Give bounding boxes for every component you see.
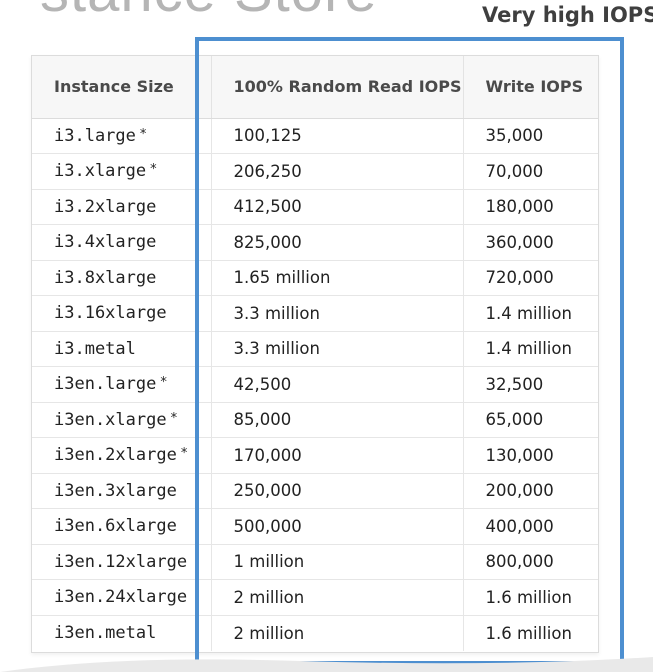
cell-write-iops: 1.6 million	[485, 623, 572, 643]
instance-name: i3en.2xlarge	[54, 445, 177, 466]
decorative-swoosh	[0, 657, 653, 672]
cell-instance-size: i3.xlarge *	[32, 153, 212, 190]
instance-name: i3.8xlarge	[54, 267, 157, 288]
footnote-star: *	[160, 375, 167, 391]
instance-name: i3.large	[54, 125, 136, 146]
cell-instance-size: i3en.12xlarge	[32, 544, 212, 580]
instance-name: i3en.metal	[54, 623, 157, 643]
cell-instance-size: i3.metal	[32, 331, 212, 367]
cell-random-read-iops: 2 million	[211, 579, 464, 616]
instance-name: i3.xlarge	[54, 161, 147, 182]
cell-instance-size: i3.8xlarge	[32, 260, 212, 296]
cell-random-read-iops: 500,000	[211, 508, 464, 545]
cell-write-iops: 180,000	[463, 189, 598, 225]
table-row: i3.16xlarge 3.3 million 1.4 million	[32, 295, 598, 332]
table-row: i3en.6xlarge 500,000 400,000	[32, 508, 598, 545]
table-row: i3.xlarge * 206,250 70,000	[32, 153, 598, 190]
cell-write-iops: 720,000	[463, 260, 598, 296]
cell-write-iops: 130,000	[463, 437, 598, 474]
cell-instance-size: i3en.xlarge *	[32, 402, 212, 438]
iops-table: Instance Size 100% Random Read IOPS Writ…	[32, 56, 598, 651]
instance-name: i3en.large	[54, 374, 157, 395]
cell-write-iops: 70,000	[463, 153, 598, 190]
table-row: i3.metal 3.3 million 1.4 million	[32, 331, 598, 367]
instance-name: i3en.24xlarge	[54, 587, 188, 608]
table-row: i3en.24xlarge 2 million 1.6 million	[32, 579, 598, 616]
cell-instance-size: i3en.metal	[32, 615, 212, 651]
instance-name: i3en.6xlarge	[54, 516, 177, 537]
table-row: i3.8xlarge 1.65 million 720,000	[32, 260, 598, 296]
header-write-iops: Write IOPS	[463, 56, 598, 119]
footnote-star: *	[170, 410, 178, 426]
slide-title: stance Store	[40, 0, 378, 25]
cell-write-iops: 400,000	[463, 508, 598, 545]
table-row: i3en.metal 2 million 1.6 million	[32, 615, 598, 651]
cell-random-read-iops: 1.65 million	[211, 260, 464, 296]
cell-random-read-iops: 825,000	[211, 224, 464, 261]
table-body: i3.large * 100,125 35,000 i3.xlarge * 206,250 7…	[32, 118, 598, 651]
cell-instance-size: i3en.large *	[32, 366, 212, 403]
cell-write-iops: 32,500	[463, 366, 598, 403]
cell-write-iops: 1.4 million	[463, 295, 598, 332]
highlight-box	[195, 37, 624, 665]
cell-instance-size: i3en.2xlarge *	[32, 437, 212, 474]
cell-random-read-iops: 1 million	[211, 544, 464, 580]
table-row: i3en.3xlarge 250,000 200,000	[32, 473, 598, 509]
table-row: i3en.2xlarge * 170,000 130,000	[32, 437, 598, 474]
instance-name: i3.2xlarge	[54, 196, 157, 217]
cell-write-iops: 200,000	[463, 473, 598, 509]
table-row: i3.large * 100,125 35,000	[32, 118, 598, 154]
table-row: i3en.xlarge * 85,000 65,000	[32, 402, 598, 438]
cell-random-read-iops: 206,250	[211, 153, 464, 190]
footnote-star: *	[139, 126, 147, 142]
header-instance-size: Instance Size	[32, 56, 212, 119]
footnote-star: *	[150, 162, 157, 178]
cell-random-read-iops: 2 million	[211, 615, 464, 651]
cell-instance-size: i3en.24xlarge	[32, 579, 212, 616]
instance-name: i3en.3xlarge	[54, 480, 177, 501]
instance-name: i3.metal	[54, 338, 136, 359]
cell-random-read-iops: 100,125	[211, 118, 464, 154]
cell-random-read-iops: 170,000	[211, 437, 464, 474]
cell-write-iops: 65,000	[463, 402, 598, 438]
iops-table-container: Instance Size 100% Random Read IOPS Writ…	[31, 55, 599, 653]
cell-random-read-iops: 3.3 million	[211, 295, 464, 332]
cell-random-read-iops: 3.3 million	[211, 331, 464, 367]
cell-instance-size: i3en.6xlarge	[32, 508, 212, 545]
callout-label: Very high IOPS	[482, 3, 653, 27]
table-header-row: Instance Size 100% Random Read IOPS Writ…	[32, 56, 598, 119]
table-row: i3.4xlarge 825,000 360,000	[32, 224, 598, 261]
instance-name: i3en.xlarge	[54, 409, 167, 430]
instance-name: i3en.12xlarge	[54, 551, 188, 572]
cell-instance-size: i3.4xlarge	[32, 224, 212, 261]
cell-instance-size: i3.large *	[32, 118, 212, 154]
table-row: i3.2xlarge 412,500 180,000	[32, 189, 598, 225]
table-row: i3en.12xlarge 1 million 800,000	[32, 544, 598, 580]
cell-write-iops: 1.4 million	[463, 331, 598, 367]
cell-random-read-iops: 412,500	[211, 189, 464, 225]
cell-write-iops: 35,000	[463, 118, 598, 154]
cell-random-read-iops: 85,000	[211, 402, 464, 438]
cell-write-iops: 800,000	[463, 544, 598, 580]
cell-instance-size: i3en.3xlarge	[32, 473, 212, 509]
cell-random-read-iops: 42,500	[211, 366, 464, 403]
footnote-star: *	[180, 446, 188, 462]
cell-write-iops: 1.6 million	[463, 579, 598, 616]
cell-instance-size: i3.16xlarge	[32, 295, 212, 332]
instance-name: i3.16xlarge	[54, 303, 167, 324]
cell-write-iops: 360,000	[463, 224, 598, 261]
cell-random-read-iops: 250,000	[211, 473, 464, 509]
instance-name: i3.4xlarge	[54, 232, 157, 253]
header-random-read-iops: 100% Random Read IOPS	[211, 56, 464, 119]
table-row: i3en.large * 42,500 32,500	[32, 366, 598, 403]
cell-instance-size: i3.2xlarge	[32, 189, 212, 225]
